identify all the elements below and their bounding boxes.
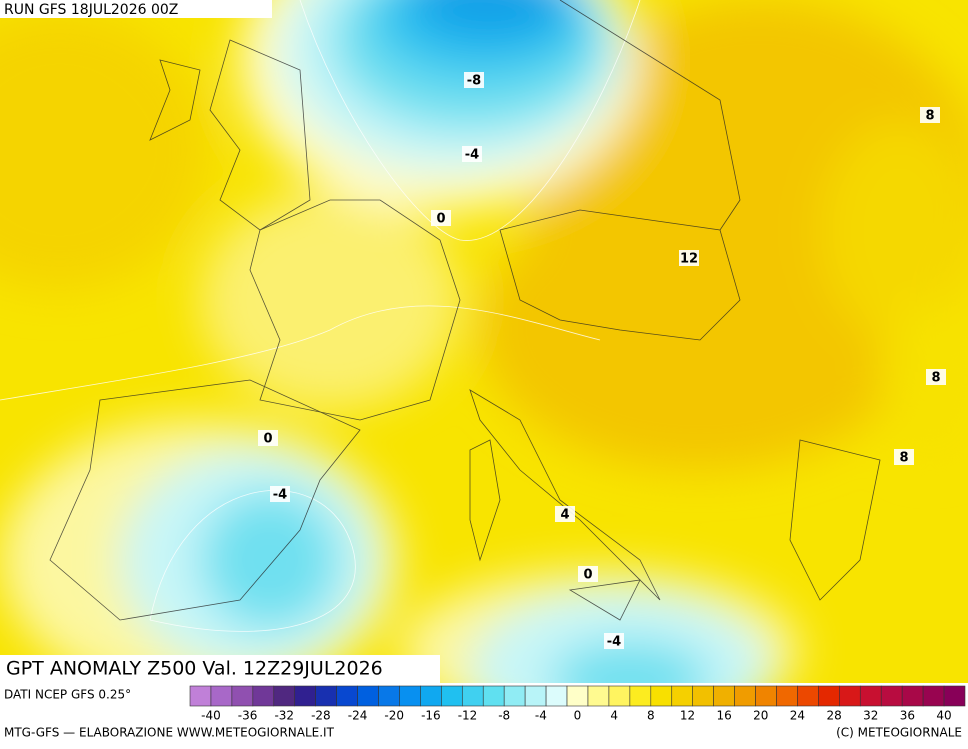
colorbar-swatch (482, 685, 505, 707)
colorbar-swatch (252, 685, 275, 707)
contour-label: 4 (560, 508, 569, 523)
contour-label: -8 (467, 74, 481, 89)
colorbar-swatch (294, 685, 316, 707)
map-title: GPT ANOMALY Z500 Val. 12Z29JUL2026 (6, 658, 383, 680)
contour-label-bg (258, 430, 278, 446)
colorbar-tick-label: -28 (311, 709, 331, 723)
contour-label-bg (431, 210, 451, 226)
colorbar-swatch (210, 685, 233, 707)
colorbar-swatch (420, 685, 442, 707)
colorbar-tick-label: -4 (535, 709, 547, 723)
colorbar-swatch (839, 685, 861, 707)
colorbar-swatch (461, 685, 484, 707)
colorbar-tick-label: 28 (826, 709, 841, 723)
colorbar-swatch (943, 685, 966, 707)
colorbar-swatch (524, 685, 547, 707)
colorbar-tick-label: 12 (680, 709, 695, 723)
colorbar-tick-label: -12 (458, 709, 478, 723)
colorbar-swatch (713, 685, 735, 707)
footer-left: MTG-GFS — ELABORAZIONE WWW.METEOGIORNALE… (4, 726, 335, 740)
colorbar-swatch (755, 685, 777, 707)
colorbar-swatch (880, 685, 903, 707)
contour-label: 8 (899, 451, 908, 466)
contour-label-bg (920, 107, 940, 123)
contour-label-bg (462, 146, 482, 162)
contour-label-bg (679, 250, 699, 266)
colorbar-swatch (545, 685, 568, 707)
colorbar: -40 -36 -32 -28 -24 -20 -16 -12 -8 -4 0 4 8 12 16 20 24 2… (189, 685, 966, 723)
colorbar-tick-label: -36 (238, 709, 258, 723)
colorbar-swatch (378, 685, 400, 707)
colorbar-swatch (734, 685, 756, 707)
colorbar-swatch (587, 685, 610, 707)
colorbar-swatch (231, 685, 254, 707)
colorbar-swatch (566, 685, 589, 707)
contour-label-bg (464, 72, 484, 88)
colorbar-swatch (922, 685, 945, 707)
contour-label: 0 (263, 432, 272, 447)
colorbar-swatch (441, 685, 463, 707)
colorbar-tick-label: -20 (384, 709, 404, 723)
colorbar-swatch (776, 685, 798, 707)
colorbar-swatch (671, 685, 694, 707)
colorbar-swatch (315, 685, 337, 707)
colorbar-tick-label: -8 (498, 709, 510, 723)
contour-label-bg (578, 566, 598, 582)
contour-label-bg (926, 369, 946, 385)
colorbar-tick-label: 4 (610, 709, 618, 723)
contour-label-bg (894, 449, 914, 465)
colorbar-swatch (357, 685, 379, 707)
header-box (0, 0, 272, 18)
contour-label-bg (555, 506, 575, 522)
contour-label: 0 (583, 568, 592, 583)
colorbar-tick-label: 8 (647, 709, 655, 723)
contour-label: -4 (607, 635, 621, 650)
colorbar-swatch (503, 685, 526, 707)
colorbar-swatch (797, 685, 819, 707)
colorbar-tick-label: 36 (900, 709, 915, 723)
contour-label: 8 (931, 371, 940, 386)
colorbar-tick-label: -24 (348, 709, 368, 723)
contour-label: 12 (680, 252, 698, 267)
colorbar-swatch (608, 685, 631, 707)
contour-label: 8 (925, 109, 934, 124)
colorbar-swatch (629, 685, 652, 707)
colorbar-tick-label: 0 (574, 709, 582, 723)
colorbar-swatch (650, 685, 673, 707)
colorbar-swatch (189, 685, 212, 707)
colorbar-tick-label: 40 (936, 709, 951, 723)
colorbar-tick-label: 32 (863, 709, 878, 723)
contour-label: 0 (436, 212, 445, 227)
colorbar-tick-label: -40 (201, 709, 221, 723)
colorbar-swatch (859, 685, 882, 707)
colorbar-swatch (692, 685, 714, 707)
contour-label: -4 (273, 488, 287, 503)
colorbar-swatch (336, 685, 358, 707)
title-box (0, 655, 440, 683)
colorbar-tick-label: -16 (421, 709, 441, 723)
colorbar-swatch (399, 685, 421, 707)
contour-label-bg (604, 633, 624, 649)
colorbar-swatch (273, 685, 296, 707)
colorbar-swatch (901, 685, 924, 707)
run-header: RUN GFS 18JUL2026 00Z (4, 2, 178, 18)
colorbar-tick-label: 24 (790, 709, 805, 723)
colorbar-swatch (818, 685, 840, 707)
contour-label-bg (270, 486, 290, 502)
source-text: DATI NCEP GFS 0.25° (4, 688, 131, 702)
colorbar-tick-label: 16 (716, 709, 731, 723)
footer-right: (C) METEOGIORNALE (836, 726, 962, 740)
colorbar-tick-label: 20 (753, 709, 768, 723)
contour-label: -4 (465, 148, 479, 163)
contour-labels: -8 -4 0 12 8 8 8 0 -4 4 0 -4 (258, 72, 946, 650)
colorbar-tick-label: -32 (274, 709, 294, 723)
